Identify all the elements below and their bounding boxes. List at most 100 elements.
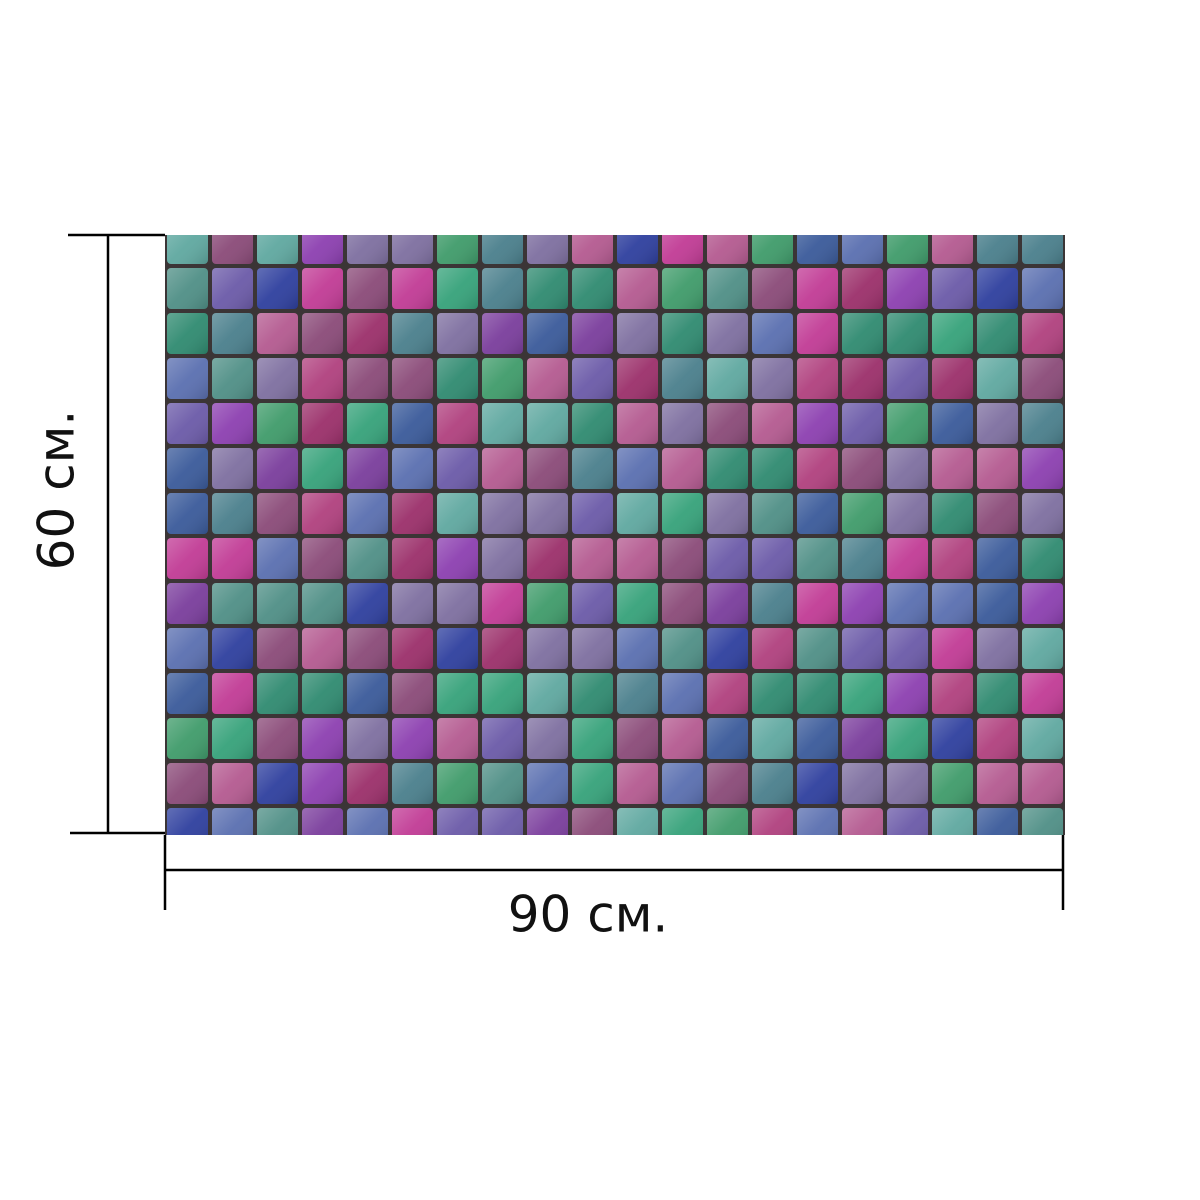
tile-gloss <box>167 718 208 759</box>
tile-gloss <box>707 358 748 399</box>
tile-gloss <box>617 628 658 669</box>
tile-gloss <box>212 403 253 444</box>
tile-gloss <box>797 808 838 835</box>
tile-gloss <box>392 583 433 624</box>
tile-gloss <box>392 235 433 264</box>
tile-gloss <box>662 628 703 669</box>
tile-gloss <box>527 763 568 804</box>
tile-gloss <box>932 493 973 534</box>
tile-gloss <box>797 403 838 444</box>
tile-gloss <box>662 538 703 579</box>
tile-gloss <box>842 235 883 264</box>
tile-gloss <box>212 358 253 399</box>
tile-gloss <box>527 268 568 309</box>
tile-gloss <box>662 358 703 399</box>
tile-gloss <box>707 448 748 489</box>
tile-gloss <box>482 583 523 624</box>
tile-gloss <box>167 268 208 309</box>
tile-gloss <box>662 763 703 804</box>
tile-gloss <box>257 403 298 444</box>
tile-gloss <box>302 718 343 759</box>
tile-gloss <box>392 808 433 835</box>
tile-gloss <box>752 268 793 309</box>
tile-gloss <box>662 448 703 489</box>
tile-gloss <box>347 538 388 579</box>
tile-gloss <box>932 718 973 759</box>
tile-gloss <box>752 583 793 624</box>
tile-gloss <box>842 763 883 804</box>
tile-gloss <box>347 235 388 264</box>
tile-gloss <box>797 448 838 489</box>
tile-gloss <box>662 718 703 759</box>
tile-gloss <box>977 538 1018 579</box>
mosaic-background <box>165 235 1065 835</box>
height-label: 60 см. <box>28 410 86 571</box>
tile-gloss <box>1022 268 1063 309</box>
tile-gloss <box>257 358 298 399</box>
tile-gloss <box>392 358 433 399</box>
tile-gloss <box>977 493 1018 534</box>
tile-gloss <box>167 583 208 624</box>
tile-gloss <box>212 268 253 309</box>
tile-gloss <box>257 538 298 579</box>
tile-gloss <box>662 313 703 354</box>
tile-gloss <box>977 763 1018 804</box>
tile-gloss <box>617 673 658 714</box>
tile-gloss <box>752 808 793 835</box>
tile-gloss <box>392 313 433 354</box>
tile-gloss <box>167 763 208 804</box>
tile-gloss <box>392 403 433 444</box>
tile-gloss <box>842 268 883 309</box>
tile-gloss <box>482 628 523 669</box>
tile-gloss <box>257 583 298 624</box>
tile-gloss <box>932 853 973 894</box>
tile-gloss <box>662 808 703 835</box>
tile-gloss <box>842 718 883 759</box>
tile-gloss <box>1022 718 1063 759</box>
tile-gloss <box>302 448 343 489</box>
tile-gloss <box>212 235 253 264</box>
tile <box>302 853 343 894</box>
tile-gloss <box>212 313 253 354</box>
tile-gloss <box>482 448 523 489</box>
tile-gloss <box>437 403 478 444</box>
tile-gloss <box>797 268 838 309</box>
tile-gloss <box>212 853 253 894</box>
tile-gloss <box>752 853 793 894</box>
tile-gloss <box>527 538 568 579</box>
tile-gloss <box>302 763 343 804</box>
tile-gloss <box>572 673 613 714</box>
tile-gloss <box>167 628 208 669</box>
height-dimension: 60 см. <box>28 233 165 835</box>
tile-gloss <box>437 673 478 714</box>
tile-gloss <box>482 403 523 444</box>
tile-gloss <box>842 673 883 714</box>
tile <box>752 853 793 894</box>
tile-gloss <box>977 235 1018 264</box>
tile-gloss <box>617 448 658 489</box>
tile-gloss <box>932 358 973 399</box>
tile-gloss <box>347 268 388 309</box>
tile-gloss <box>887 268 928 309</box>
tile <box>977 853 1018 894</box>
tile-gloss <box>1022 808 1063 835</box>
tile-gloss <box>617 358 658 399</box>
tile-gloss <box>662 403 703 444</box>
tile-gloss <box>977 583 1018 624</box>
tile-gloss <box>842 808 883 835</box>
tile-gloss <box>932 403 973 444</box>
tile-gloss <box>797 358 838 399</box>
tile-gloss <box>887 628 928 669</box>
tile-gloss <box>842 493 883 534</box>
tile-gloss <box>752 718 793 759</box>
tile-gloss <box>257 235 298 264</box>
tile-gloss <box>302 808 343 835</box>
tile-gloss <box>797 628 838 669</box>
tile-gloss <box>437 313 478 354</box>
tile-gloss <box>167 673 208 714</box>
tile <box>797 853 838 894</box>
tile-gloss <box>212 538 253 579</box>
tile-gloss <box>257 448 298 489</box>
tile-gloss <box>302 673 343 714</box>
tile-gloss <box>932 583 973 624</box>
